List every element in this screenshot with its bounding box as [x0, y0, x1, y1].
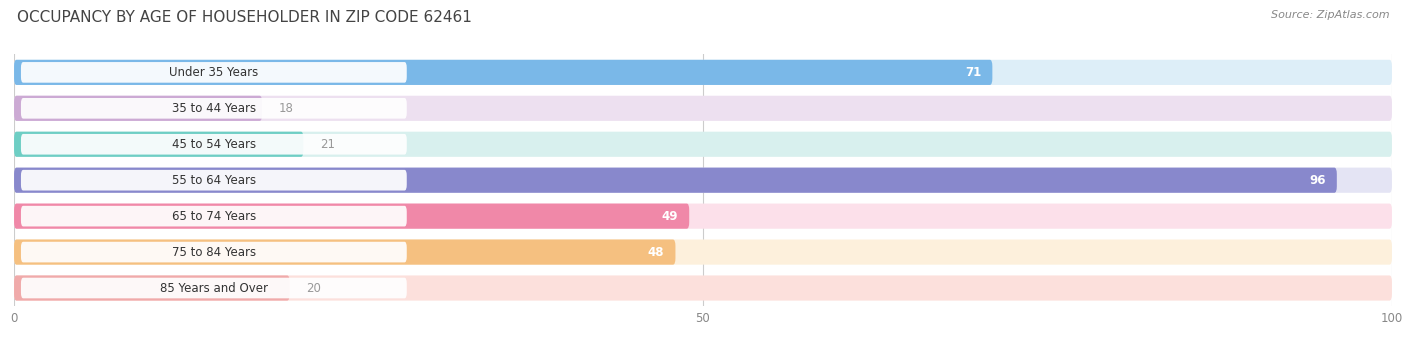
- FancyBboxPatch shape: [14, 204, 1392, 229]
- Text: 18: 18: [278, 102, 294, 115]
- Text: 71: 71: [965, 66, 981, 79]
- FancyBboxPatch shape: [14, 60, 993, 85]
- Text: Under 35 Years: Under 35 Years: [169, 66, 259, 79]
- FancyBboxPatch shape: [14, 168, 1392, 193]
- FancyBboxPatch shape: [14, 239, 675, 265]
- FancyBboxPatch shape: [14, 204, 689, 229]
- Text: 75 to 84 Years: 75 to 84 Years: [172, 245, 256, 259]
- FancyBboxPatch shape: [14, 132, 304, 157]
- FancyBboxPatch shape: [14, 96, 262, 121]
- FancyBboxPatch shape: [21, 98, 406, 119]
- FancyBboxPatch shape: [14, 239, 1392, 265]
- Text: 85 Years and Over: 85 Years and Over: [160, 282, 269, 294]
- Text: 45 to 54 Years: 45 to 54 Years: [172, 138, 256, 151]
- Text: 35 to 44 Years: 35 to 44 Years: [172, 102, 256, 115]
- Text: 48: 48: [648, 245, 665, 259]
- Text: 21: 21: [321, 138, 335, 151]
- FancyBboxPatch shape: [14, 275, 1392, 301]
- FancyBboxPatch shape: [14, 60, 1392, 85]
- Text: 65 to 74 Years: 65 to 74 Years: [172, 210, 256, 223]
- FancyBboxPatch shape: [14, 132, 1392, 157]
- FancyBboxPatch shape: [21, 134, 406, 155]
- FancyBboxPatch shape: [14, 275, 290, 301]
- FancyBboxPatch shape: [21, 170, 406, 190]
- Text: OCCUPANCY BY AGE OF HOUSEHOLDER IN ZIP CODE 62461: OCCUPANCY BY AGE OF HOUSEHOLDER IN ZIP C…: [17, 10, 472, 25]
- FancyBboxPatch shape: [21, 242, 406, 262]
- FancyBboxPatch shape: [21, 278, 406, 298]
- Text: Source: ZipAtlas.com: Source: ZipAtlas.com: [1271, 10, 1389, 20]
- Text: 49: 49: [662, 210, 678, 223]
- Text: 55 to 64 Years: 55 to 64 Years: [172, 174, 256, 187]
- Text: 20: 20: [307, 282, 321, 294]
- FancyBboxPatch shape: [14, 168, 1337, 193]
- FancyBboxPatch shape: [21, 62, 406, 83]
- FancyBboxPatch shape: [21, 206, 406, 226]
- FancyBboxPatch shape: [14, 96, 1392, 121]
- Text: 96: 96: [1309, 174, 1326, 187]
